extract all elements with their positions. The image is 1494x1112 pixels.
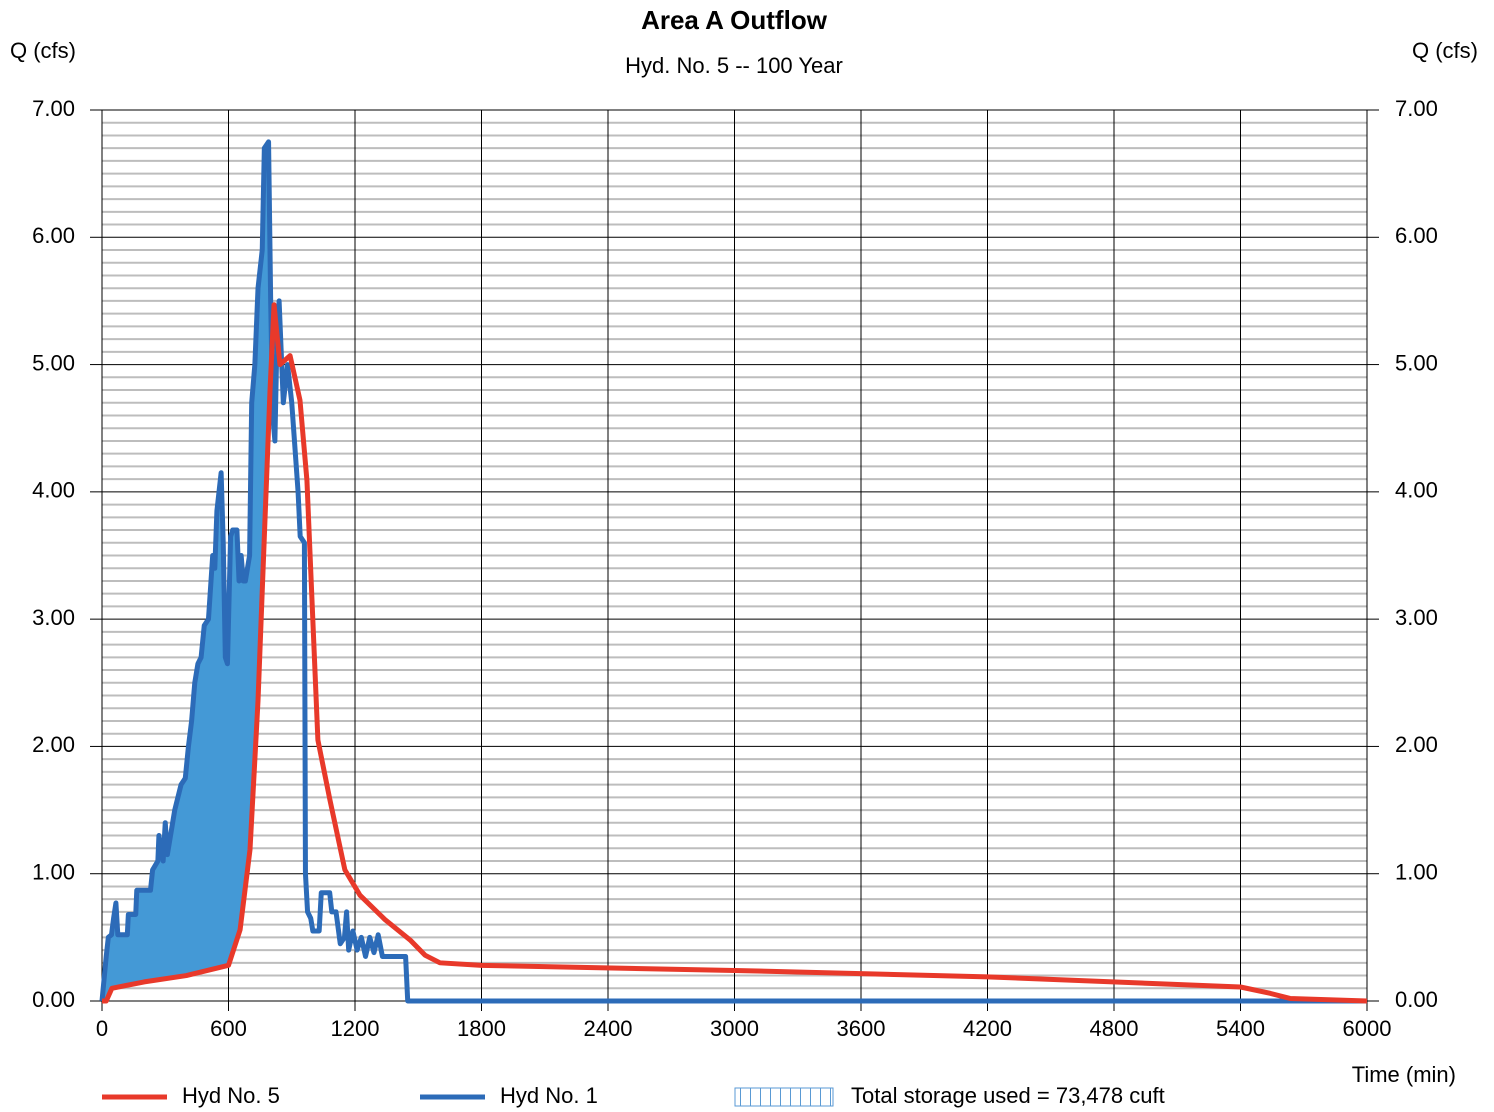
x-tick-label: 3600 — [837, 1016, 886, 1041]
storage-fill — [102, 141, 280, 1002]
y2-tick-label: 1.00 — [1395, 860, 1438, 885]
legend: Hyd No. 5 Hyd No. 1 Total storage used = 7… — [102, 1083, 1165, 1108]
legend-swatch — [734, 1087, 834, 1107]
x-tick-label: 1800 — [457, 1016, 506, 1041]
x-tick-label: 4800 — [1090, 1016, 1139, 1041]
chart-title: Area A Outflow — [641, 5, 828, 35]
y-tick-label: 2.00 — [32, 732, 75, 757]
x-tick-label: 0 — [96, 1016, 108, 1041]
y-tick-label: 3.00 — [32, 605, 75, 630]
y-tick-label: 5.00 — [32, 350, 75, 375]
series-line — [99, 139, 1367, 1004]
series-line — [102, 302, 1368, 1004]
x-tick-label: 2400 — [584, 1016, 633, 1041]
x-tick-label: 5400 — [1216, 1016, 1265, 1041]
y2-tick-label: 5.00 — [1395, 350, 1438, 375]
x-tick-label: 4200 — [963, 1016, 1012, 1041]
y2-tick-label: 2.00 — [1395, 732, 1438, 757]
x-axis-label: Time (min) — [1352, 1062, 1456, 1087]
y-tick-label: 0.00 — [32, 987, 75, 1012]
chart-subtitle: Hyd. No. 5 -- 100 Year — [625, 53, 843, 78]
x-tick-label: 600 — [210, 1016, 247, 1041]
y-tick-label: 7.00 — [32, 96, 75, 121]
y2-tick-label: 3.00 — [1395, 605, 1438, 630]
y2-axis-label: Q (cfs) — [1412, 38, 1478, 63]
y2-tick-label: 4.00 — [1395, 478, 1438, 503]
y-tick-label: 6.00 — [32, 223, 75, 248]
y-axis-label: Q (cfs) — [10, 38, 76, 63]
legend-label: Total storage used = 73,478 cuft — [851, 1083, 1165, 1108]
y-tick-label: 1.00 — [32, 860, 75, 885]
y2-tick-label: 7.00 — [1395, 96, 1438, 121]
y2-tick-label: 0.00 — [1395, 987, 1438, 1012]
y2-tick-label: 6.00 — [1395, 223, 1438, 248]
legend-label: Hyd No. 1 — [500, 1083, 598, 1108]
legend-label: Hyd No. 5 — [182, 1083, 280, 1108]
x-tick-label: 3000 — [710, 1016, 759, 1041]
x-tick-label: 6000 — [1343, 1016, 1392, 1041]
y-tick-label: 4.00 — [32, 478, 75, 503]
x-tick-label: 1200 — [331, 1016, 380, 1041]
